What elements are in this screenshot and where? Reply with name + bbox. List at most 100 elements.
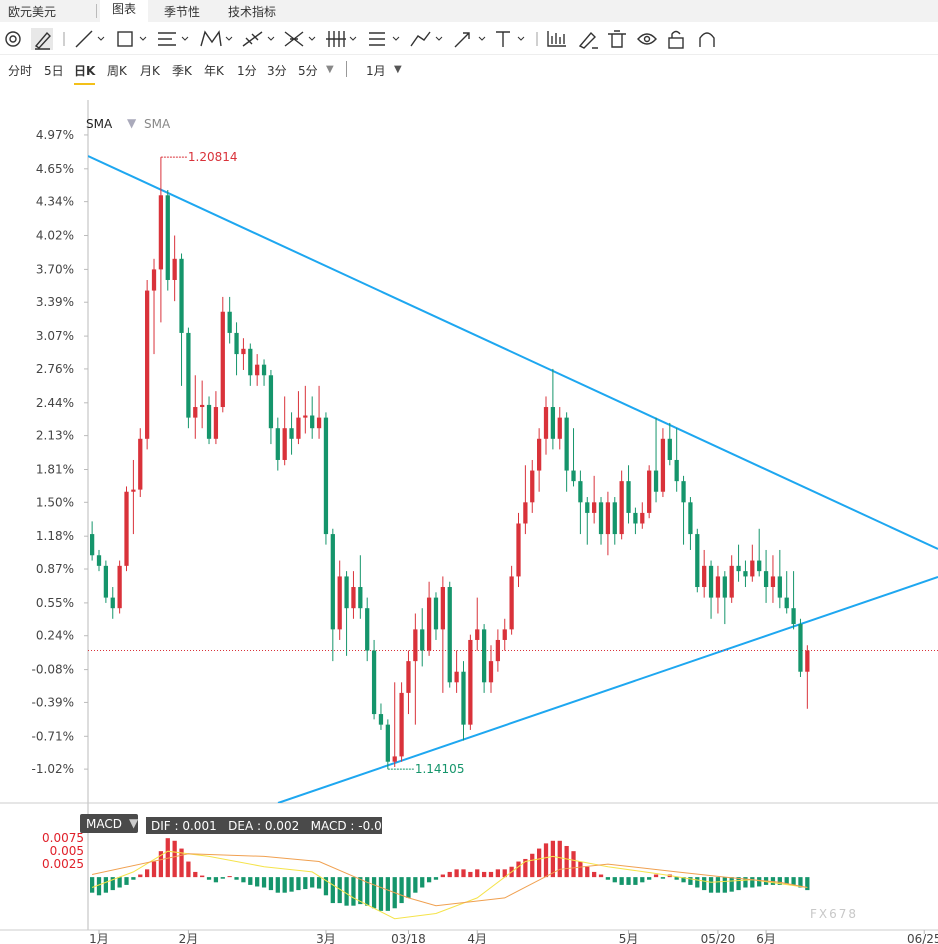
tool-icon[interactable] xyxy=(5,31,21,47)
tool-icon[interactable] xyxy=(326,31,357,47)
tool-icon[interactable] xyxy=(369,32,400,46)
macd-bar xyxy=(234,877,239,880)
candle-body xyxy=(406,661,411,693)
y-tick-label: 4.34% xyxy=(36,195,74,209)
y-tick-label: 4.65% xyxy=(36,162,74,176)
y-tick-label: 2.13% xyxy=(36,429,74,443)
candle-body xyxy=(784,597,789,609)
macd-bar xyxy=(715,877,721,893)
period[interactable]: 1月 xyxy=(366,64,386,78)
tool-icon[interactable] xyxy=(454,32,486,48)
candle-body xyxy=(805,650,810,672)
tab[interactable]: 季节性 xyxy=(164,5,201,19)
macd-bar xyxy=(433,877,439,880)
tool-icon[interactable] xyxy=(578,31,598,49)
candle-body xyxy=(234,332,239,355)
macd-bar xyxy=(763,877,769,885)
candle-body xyxy=(447,587,452,683)
period[interactable]: 季K xyxy=(172,64,192,78)
macd-bar xyxy=(158,851,164,878)
y-tick-label: 2.44% xyxy=(36,396,74,410)
candle-body xyxy=(798,624,803,672)
candle-body xyxy=(433,597,439,630)
y-tick-label: 4.97% xyxy=(36,128,74,142)
macd-bar xyxy=(186,861,191,878)
candle-body xyxy=(392,756,397,762)
period[interactable]: 5日 xyxy=(44,64,64,78)
tool-icon[interactable] xyxy=(34,31,51,50)
tool-icon[interactable] xyxy=(200,30,233,47)
dropdown-arrow[interactable]: ▼ xyxy=(129,816,139,830)
tool-icon[interactable] xyxy=(699,32,715,47)
tool-icon[interactable] xyxy=(117,31,147,47)
candle-body xyxy=(358,587,363,609)
candle-body xyxy=(571,470,576,482)
macd-bar xyxy=(468,871,473,878)
period[interactable]: 分时 xyxy=(8,64,33,78)
macd-bar xyxy=(447,871,452,878)
dropdown-arrow[interactable]: ▼ xyxy=(394,64,402,75)
macd-bar xyxy=(626,877,631,885)
candle-body xyxy=(757,560,762,572)
period[interactable]: 1分 xyxy=(237,64,257,78)
indicator-badge[interactable] xyxy=(80,814,138,833)
macd-bar xyxy=(413,877,418,893)
macd-bar xyxy=(206,877,212,880)
dropdown-arrow[interactable]: ▼ xyxy=(326,64,334,75)
price-plot xyxy=(88,155,938,803)
candle-body xyxy=(626,481,631,513)
macd-bar xyxy=(708,877,714,893)
macd-readout: DIF : 0.001 DEA : 0.002 MACD : -0.001 xyxy=(151,819,397,833)
candle-body xyxy=(791,608,796,625)
candle-body xyxy=(330,534,335,630)
tool-icon[interactable] xyxy=(242,31,275,47)
candle-body xyxy=(378,714,384,725)
macd-bar xyxy=(784,877,789,884)
tool-icon[interactable] xyxy=(637,33,657,45)
candle-body xyxy=(145,290,150,439)
tool-icon[interactable] xyxy=(75,30,105,48)
legend-arrow[interactable]: ▼ xyxy=(127,116,137,130)
y-tick-label: -0.08% xyxy=(32,663,74,677)
period[interactable]: 年K xyxy=(204,64,224,78)
candle-body xyxy=(227,311,232,333)
candle-body xyxy=(653,470,659,492)
y-tick-label: 0.0025 xyxy=(42,857,84,871)
period[interactable]: 月K xyxy=(140,64,160,78)
candle-body xyxy=(261,364,267,376)
tool-icon[interactable] xyxy=(608,30,626,48)
candle-body xyxy=(220,311,225,408)
period[interactable]: 5分 xyxy=(298,64,318,78)
tool-icon[interactable] xyxy=(410,31,443,47)
candle-body xyxy=(543,407,549,439)
candle-body xyxy=(186,332,191,418)
tool-icon[interactable] xyxy=(158,32,189,46)
period[interactable]: 3分 xyxy=(267,64,287,78)
candle-body xyxy=(557,417,562,439)
tool-icon[interactable] xyxy=(547,31,566,47)
candle-body xyxy=(770,576,776,588)
low-annotation: 1.14105 xyxy=(415,762,465,776)
tool-icon[interactable] xyxy=(496,31,525,47)
x-tick-label: 03/18 xyxy=(391,932,426,944)
candle-body xyxy=(124,491,129,566)
candle-body xyxy=(729,565,734,598)
y-tick-label: 0.87% xyxy=(36,562,74,576)
tab-bar: 欧元美元 图表 季节性 技术指标 xyxy=(0,0,938,22)
tab[interactable]: 图表 xyxy=(100,0,149,22)
y-tick-label: 3.39% xyxy=(36,295,74,309)
period[interactable]: 周K xyxy=(107,64,127,78)
macd-line xyxy=(91,853,808,907)
separator xyxy=(96,4,97,18)
macd-bar xyxy=(344,877,349,906)
macd-bar xyxy=(420,877,425,888)
period[interactable]: 日K xyxy=(74,62,96,85)
tool-icon[interactable] xyxy=(668,30,684,49)
y-tick-label: 3.70% xyxy=(36,262,74,276)
tool-icon[interactable] xyxy=(284,31,316,47)
tab[interactable]: 技术指标 xyxy=(228,5,277,19)
macd-bar xyxy=(647,877,652,880)
macd-bar xyxy=(275,877,280,893)
candle-body xyxy=(750,560,755,577)
candle-body xyxy=(674,459,679,482)
